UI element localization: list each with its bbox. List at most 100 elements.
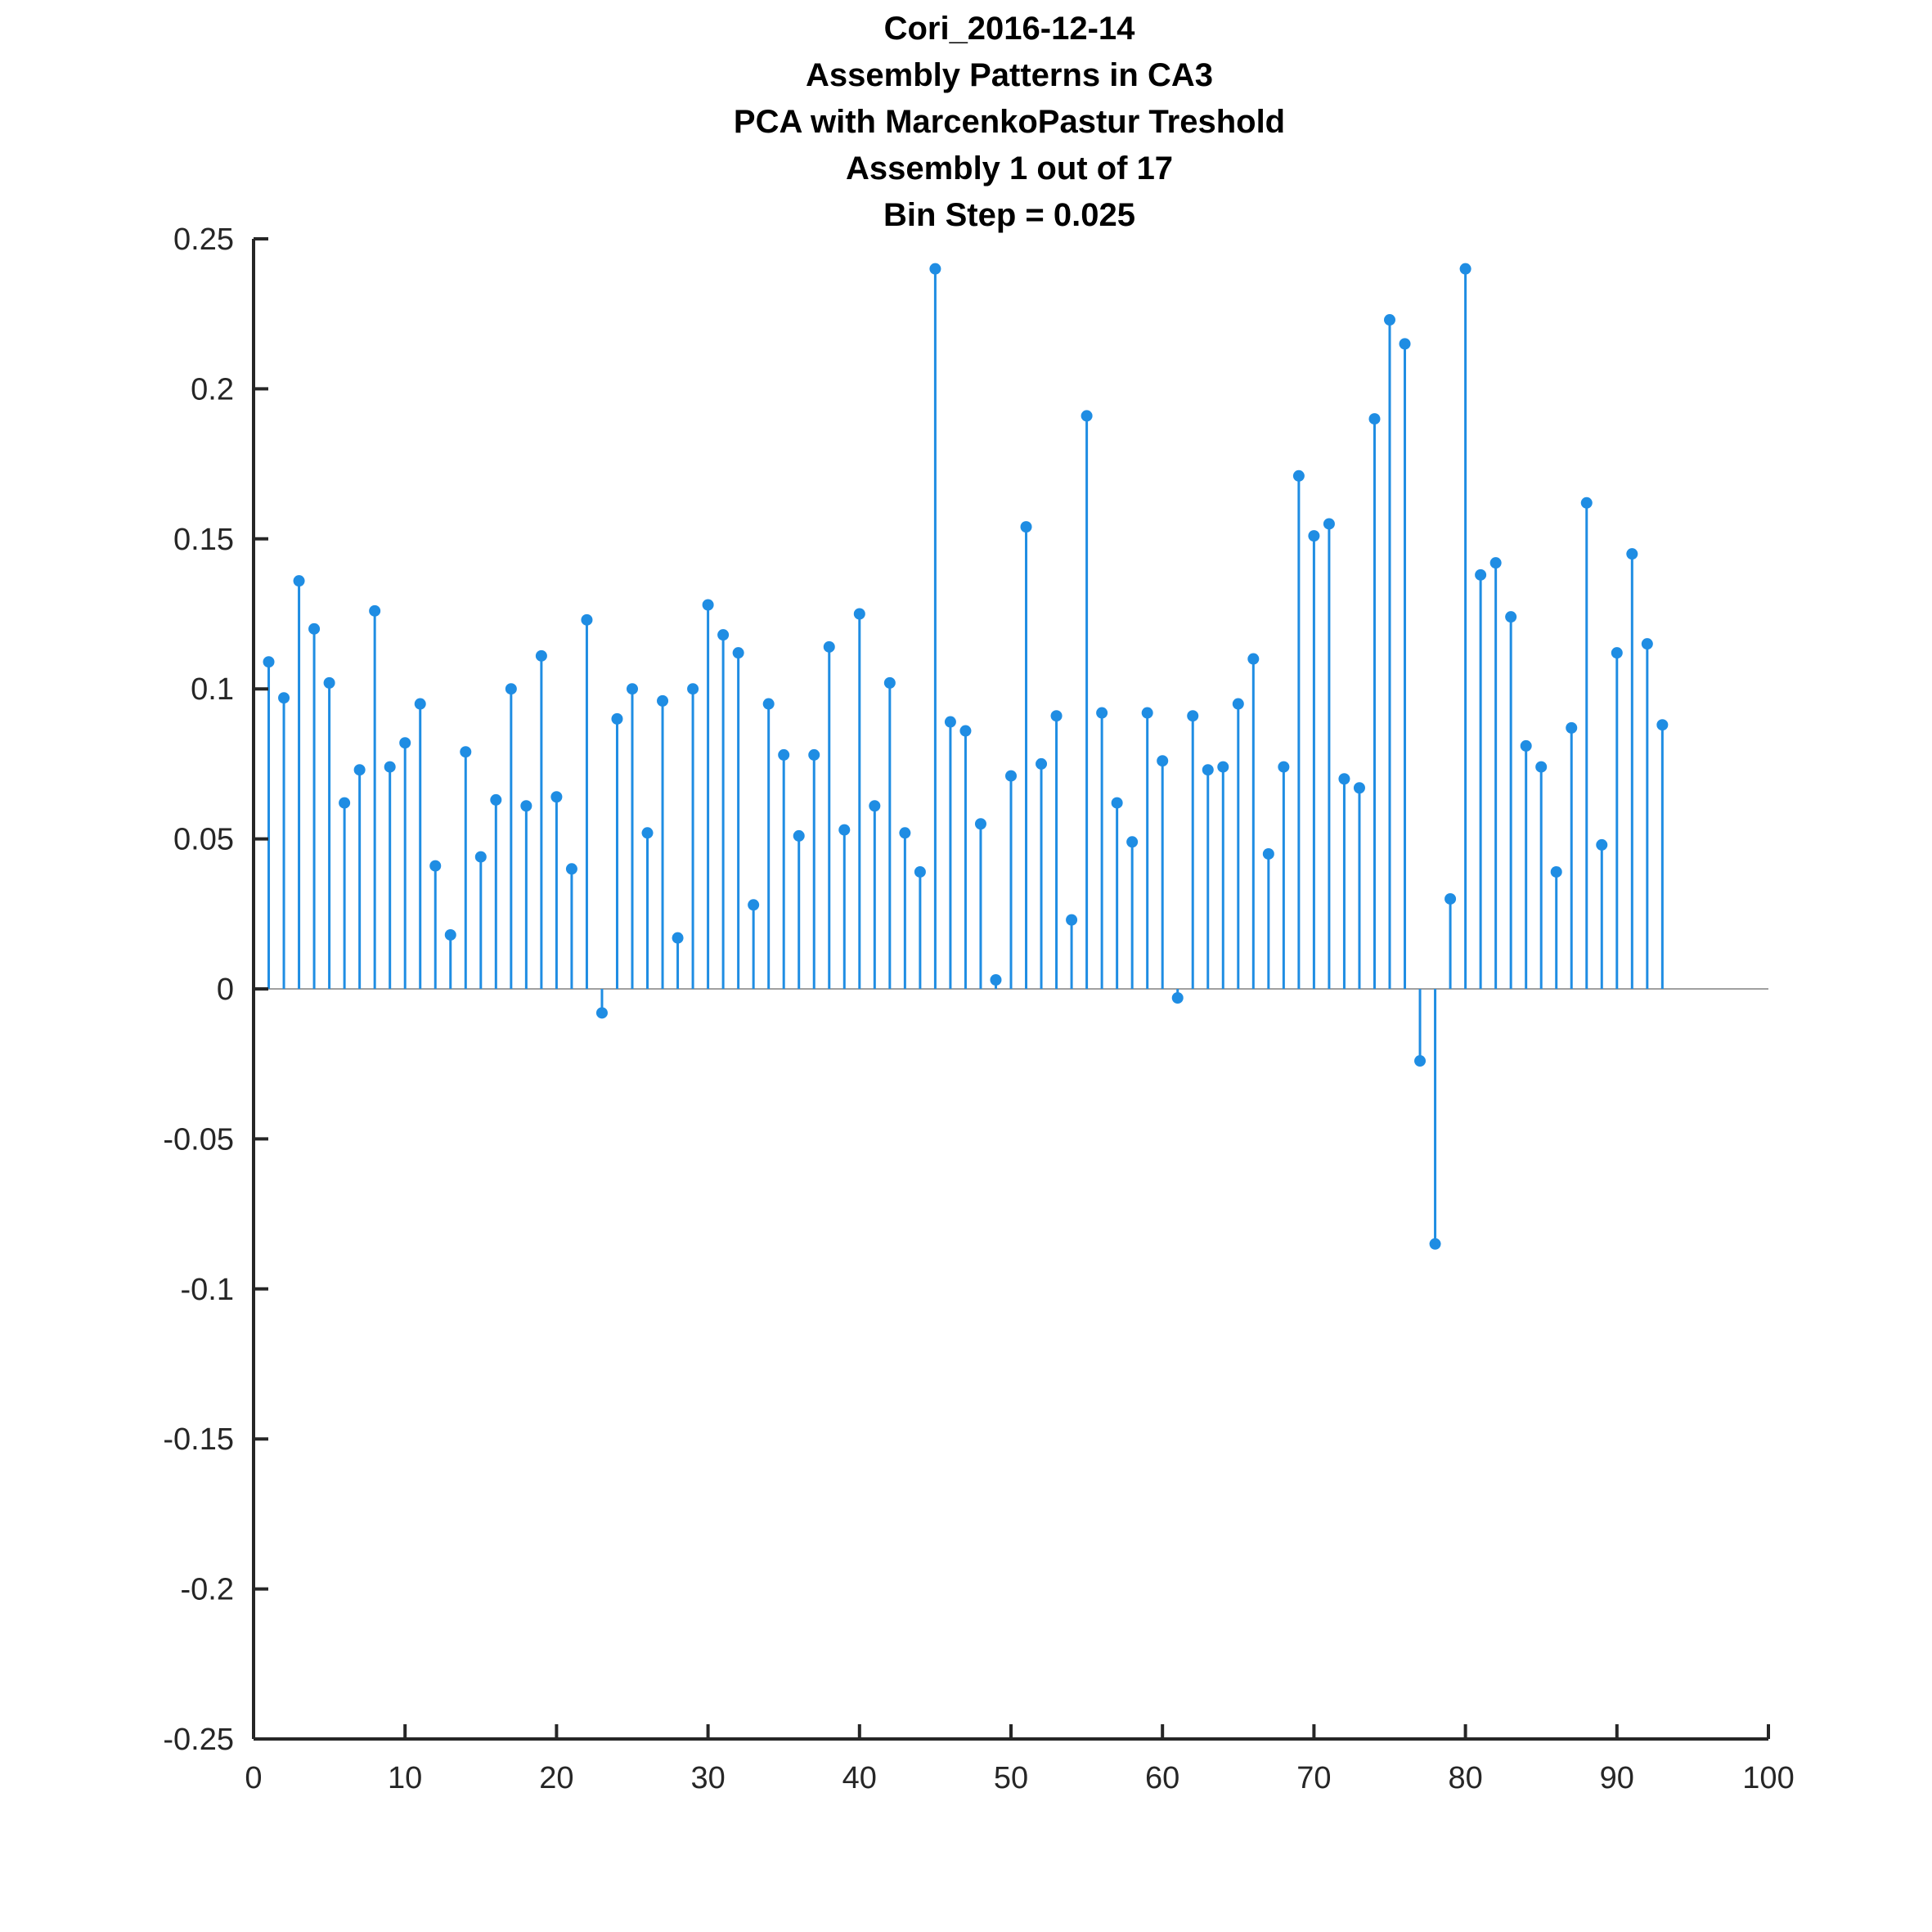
stem-marker [1626, 548, 1638, 560]
x-tick-label: 80 [1448, 1761, 1482, 1795]
stem-marker [444, 928, 456, 941]
stem-marker [1020, 521, 1032, 533]
stem-marker [1353, 782, 1365, 794]
stem-marker [1096, 707, 1108, 719]
stem-marker [263, 656, 275, 668]
stem-marker [1580, 496, 1593, 509]
x-tick-label: 0 [245, 1761, 262, 1795]
stem-marker [1641, 638, 1653, 650]
x-tick-label: 10 [388, 1761, 422, 1795]
stem-marker [565, 863, 577, 875]
chart-title: Cori_2016-12-14 Assembly Patterns in CA3… [734, 11, 1285, 233]
stem-marker [1338, 773, 1350, 785]
stem-marker [959, 725, 972, 737]
stem-marker [1550, 865, 1562, 878]
stem-marker [460, 746, 472, 758]
title-line-4: Assembly 1 out of 17 [846, 151, 1173, 186]
stem-marker [1202, 764, 1214, 776]
stem-marker [339, 797, 351, 809]
x-axis-ticks: 0 10 20 30 40 50 60 70 80 90 100 [245, 1724, 1795, 1795]
stem-marker [1050, 710, 1063, 722]
stem-marker [414, 698, 426, 710]
stems-layer [263, 263, 1669, 1250]
title-line-3: PCA with MarcenkoPastur Treshold [734, 104, 1285, 140]
stem-marker [1520, 739, 1532, 752]
stem-marker [762, 698, 775, 710]
x-tick-label: 60 [1145, 1761, 1179, 1795]
stem-marker [1036, 757, 1048, 770]
stem-marker [672, 932, 684, 944]
stem-marker [581, 613, 593, 626]
y-tick-label: -0.25 [163, 1723, 234, 1757]
y-tick-label: 0 [217, 973, 234, 1007]
stem-marker [1005, 770, 1017, 782]
x-tick-label: 70 [1296, 1761, 1331, 1795]
stem-marker [1232, 698, 1244, 710]
stem-marker [944, 716, 956, 728]
stem-marker [823, 640, 835, 653]
stem-marker [1445, 892, 1457, 905]
x-tick-label: 100 [1742, 1761, 1794, 1795]
stem-marker [1656, 719, 1669, 731]
y-tick-label: 0.15 [173, 523, 234, 557]
stem-marker [278, 692, 290, 704]
stem-marker [838, 824, 851, 836]
stem-marker [732, 647, 744, 659]
stem-marker [929, 263, 941, 275]
stem-marker [1126, 836, 1139, 848]
y-tick-label: -0.2 [181, 1573, 234, 1607]
y-tick-label: -0.15 [163, 1422, 234, 1457]
stem-marker [323, 676, 335, 689]
stem-marker [853, 608, 865, 620]
y-tick-label: 0.25 [173, 222, 234, 257]
stem-marker [748, 899, 760, 911]
stem-marker [899, 827, 911, 839]
stem-marker [778, 748, 790, 761]
stem-marker [974, 818, 986, 830]
stem-marker [641, 827, 654, 839]
stem-marker [1384, 314, 1395, 326]
title-line-1: Cori_2016-12-14 [884, 11, 1136, 47]
stem-marker [429, 860, 442, 872]
title-line-5: Bin Step = 0.025 [883, 197, 1135, 233]
title-line-2: Assembly Patterns in CA3 [806, 57, 1213, 93]
x-tick-label: 50 [994, 1761, 1028, 1795]
stem-marker [793, 829, 805, 842]
stem-marker [1308, 530, 1320, 542]
stem-marker [293, 575, 305, 587]
stem-marker [1368, 413, 1381, 425]
stem-marker [627, 683, 638, 695]
y-tick-label: -0.1 [181, 1273, 234, 1307]
y-tick-label: 0.2 [191, 372, 234, 407]
stem-marker [1066, 914, 1078, 926]
stem-marker [490, 793, 502, 806]
stem-marker [1187, 710, 1199, 722]
stem-marker [520, 800, 532, 812]
stem-marker [687, 683, 699, 695]
stem-marker [1157, 755, 1169, 767]
stem-marker [353, 764, 366, 776]
stem-marker [1081, 410, 1093, 422]
y-axis-ticks: 0.25 0.2 0.15 0.1 0.05 0 -0.05 -0.1 -0.15 -0.2 -0.… [163, 222, 268, 1757]
stem-marker [1429, 1238, 1441, 1250]
stem-marker [1171, 992, 1184, 1004]
stem-marker [914, 865, 926, 878]
stem-marker [505, 683, 517, 695]
stem-marker [1399, 338, 1411, 350]
stem-marker [657, 694, 669, 707]
stem-marker [1505, 611, 1517, 623]
stem-marker [869, 800, 881, 812]
stem-marker [1278, 761, 1290, 773]
stem-marker [595, 1007, 608, 1019]
stem-marker [1566, 721, 1578, 734]
y-tick-label: 0.1 [191, 672, 234, 707]
stem-marker [1535, 761, 1548, 773]
stem-marker [474, 851, 487, 863]
stem-marker [990, 973, 1002, 986]
stem-marker [369, 604, 381, 617]
stem-marker [1292, 470, 1305, 482]
stem-marker [384, 761, 396, 773]
stem-marker [1611, 647, 1623, 659]
stem-marker [717, 629, 730, 641]
